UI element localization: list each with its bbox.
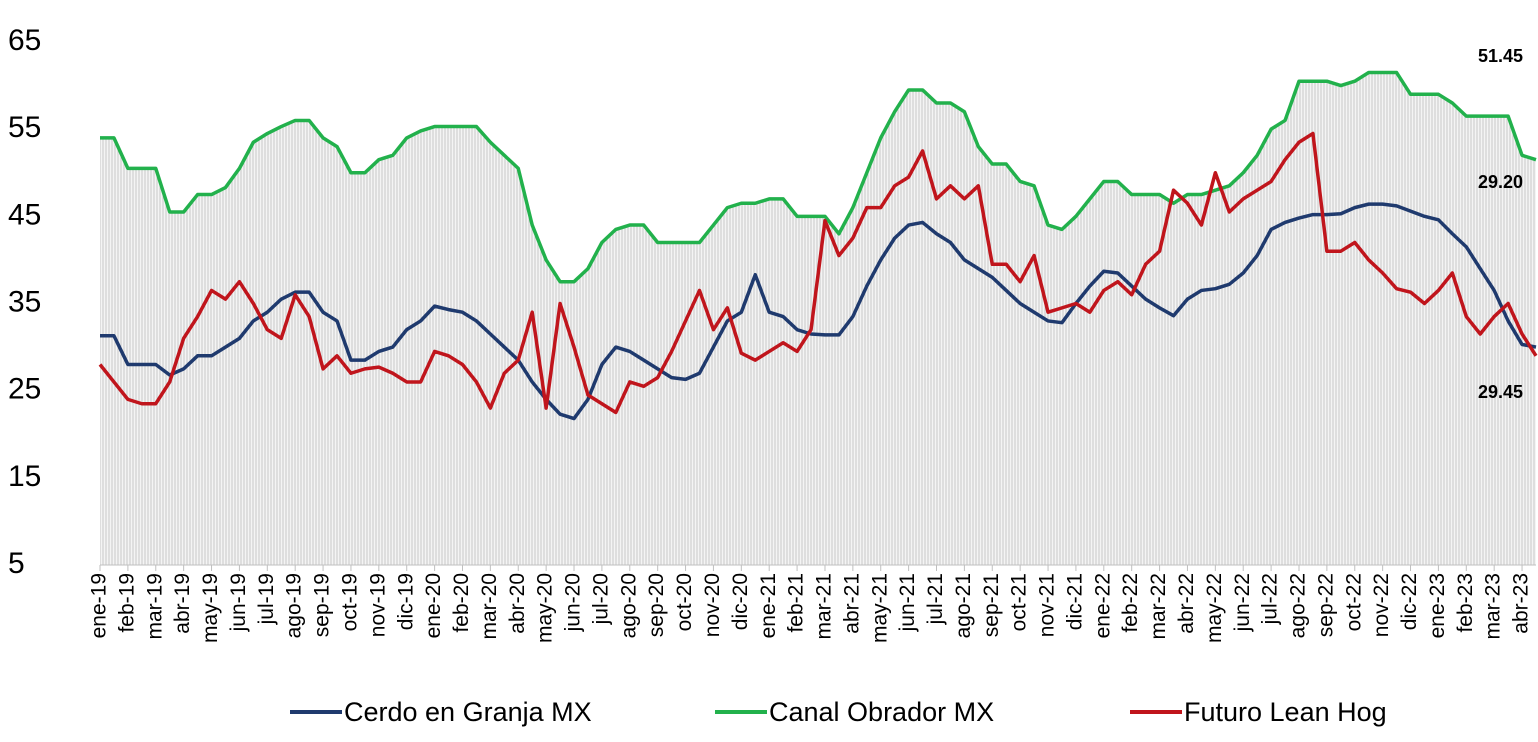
x-tick-label: jul-22 (1259, 573, 1282, 625)
annotation: 29.45 (1478, 382, 1523, 402)
x-tick-label: dic-21 (1063, 573, 1086, 630)
x-tick-label: ene-23 (1426, 573, 1449, 638)
y-tick-label: 15 (8, 460, 41, 493)
x-tick-label: nov-22 (1370, 573, 1393, 637)
x-tick-label: nov-19 (366, 573, 389, 637)
x-tick-label: oct-21 (1008, 573, 1031, 631)
x-tick-label: abr-22 (1175, 573, 1198, 634)
x-tick-label: dic-22 (1398, 573, 1421, 630)
x-tick-label: may-20 (534, 573, 557, 643)
x-tick-label: oct-20 (673, 573, 696, 631)
x-tick-label: ago-19 (283, 573, 306, 638)
x-tick-label: ago-22 (1287, 573, 1310, 638)
x-tick-label: jun-21 (896, 573, 919, 632)
x-tick-label: jun-19 (227, 573, 250, 632)
x-tick-label: dic-19 (394, 573, 417, 630)
legend-label: Futuro Lean Hog (1184, 697, 1387, 727)
x-tick-label: jun-22 (1231, 573, 1254, 632)
x-tick-label: jun-20 (562, 573, 585, 632)
x-tick-label: abr-21 (840, 573, 863, 634)
x-tick-label: mar-23 (1482, 573, 1505, 640)
x-tick-label: mar-20 (478, 573, 501, 640)
x-tick-label: ene-19 (88, 573, 111, 638)
x-tick-label: mar-19 (143, 573, 166, 640)
y-tick-label: 55 (8, 111, 41, 144)
x-tick-label: jul-20 (589, 573, 612, 625)
x-tick-label: abr-20 (506, 573, 529, 634)
x-tick-label: may-19 (199, 573, 222, 643)
y-tick-label: 65 (8, 24, 41, 57)
x-tick-label: abr-19 (171, 573, 194, 634)
y-tick-label: 5 (8, 547, 25, 580)
x-tick-label: jul-21 (924, 573, 947, 625)
x-tick-label: feb-22 (1119, 573, 1142, 633)
x-tick-label: jul-19 (255, 573, 278, 625)
x-tick-label: feb-21 (785, 573, 808, 633)
x-tick-label: nov-21 (1036, 573, 1059, 637)
x-tick-label: may-21 (868, 573, 891, 643)
y-tick-label: 45 (8, 198, 41, 231)
x-tick-label: sep-22 (1314, 573, 1337, 637)
x-tick-label: mar-21 (813, 573, 836, 640)
y-tick-label: 25 (8, 373, 41, 406)
x-tick-label: feb-20 (450, 573, 473, 633)
legend-label: Canal Obrador MX (769, 697, 994, 727)
x-tick-label: ene-21 (757, 573, 780, 638)
x-tick-label: sep-19 (311, 573, 334, 637)
x-tick-label: may-22 (1203, 573, 1226, 643)
x-tick-label: abr-23 (1510, 573, 1533, 634)
x-tick-label: sep-20 (645, 573, 668, 637)
y-tick-label: 35 (8, 285, 41, 318)
x-tick-label: mar-22 (1147, 573, 1170, 640)
line-series (100, 202, 1537, 421)
x-tick-label: oct-19 (338, 573, 361, 631)
x-tick-label: ago-21 (952, 573, 975, 638)
x-tick-label: feb-23 (1454, 573, 1477, 633)
x-tick-label: ago-20 (617, 573, 640, 638)
annotation: 29.20 (1478, 172, 1523, 192)
x-tick-label: ene-20 (422, 573, 445, 638)
legend-label: Cerdo en Granja MX (344, 697, 592, 727)
x-tick-label: ene-22 (1091, 573, 1114, 638)
x-tick-label: oct-22 (1342, 573, 1365, 631)
x-tick-label: feb-19 (115, 573, 138, 633)
x-tick-label: dic-20 (729, 573, 752, 630)
line-series (98, 131, 1538, 415)
x-tick-label: sep-21 (980, 573, 1003, 637)
x-tick-label: nov-20 (701, 573, 724, 637)
annotation: 51.45 (1478, 46, 1523, 66)
line-series (100, 70, 1537, 284)
area-fill (100, 72, 1536, 565)
